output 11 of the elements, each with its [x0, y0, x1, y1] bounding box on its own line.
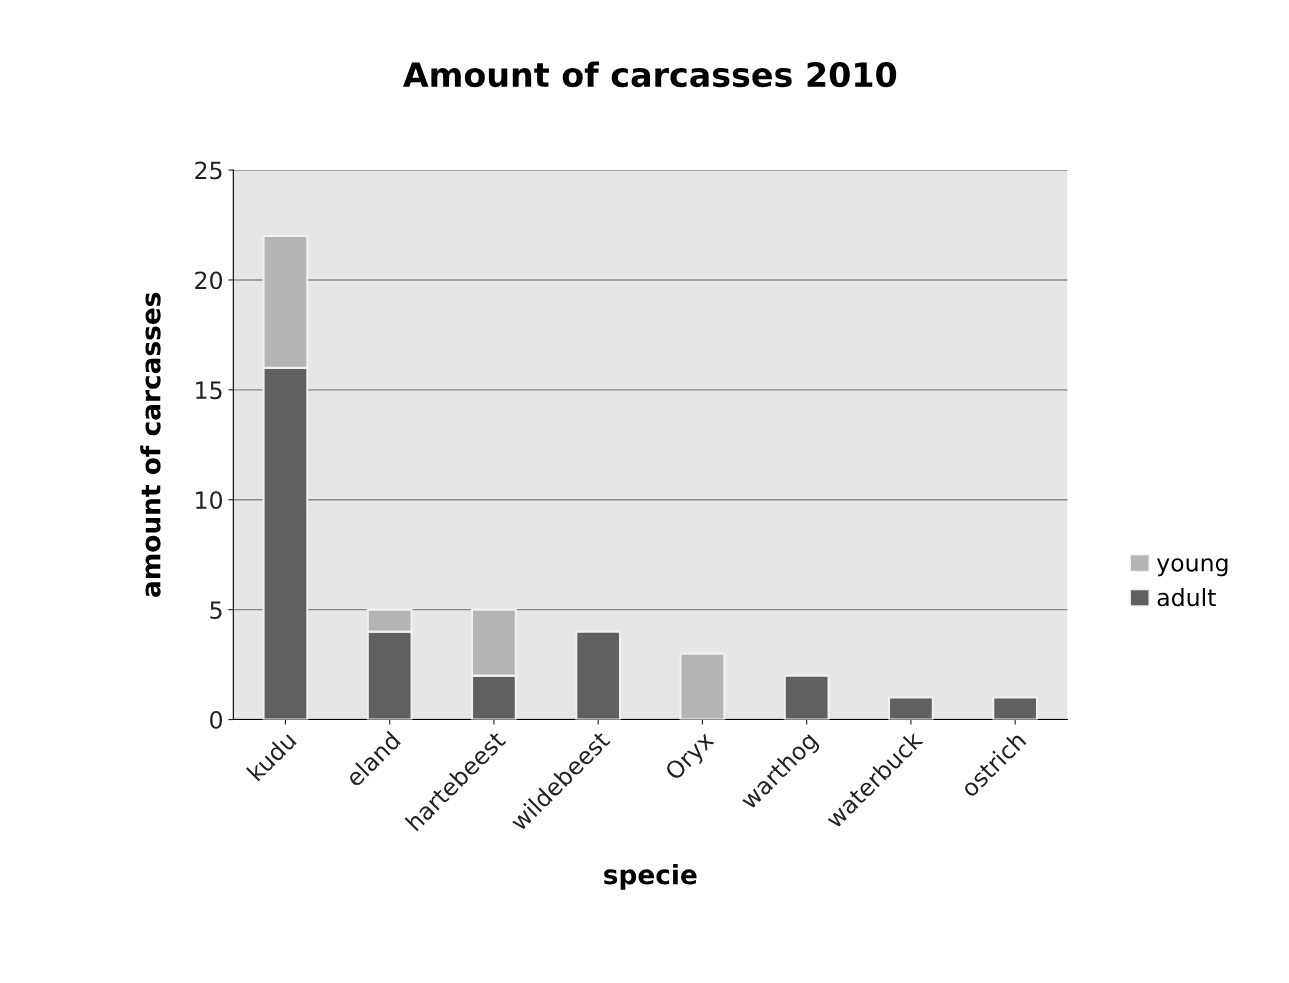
- x-axis-title: specie: [604, 864, 697, 890]
- y-tick-label: 20: [195, 271, 223, 290]
- y-tick-label: 0: [210, 711, 223, 729]
- chart-title: Amount of carcasses 2010: [403, 61, 897, 88]
- legend-label: young: [1156, 558, 1228, 577]
- y-tick-label: 10: [196, 491, 223, 510]
- y-axis-title: amount of carcasses: [140, 292, 161, 597]
- legend-label: adult: [1157, 588, 1216, 607]
- y-tick-label: 25: [195, 161, 222, 180]
- y-tick-label: 15: [196, 381, 222, 400]
- y-tick-label: 5: [210, 601, 222, 619]
